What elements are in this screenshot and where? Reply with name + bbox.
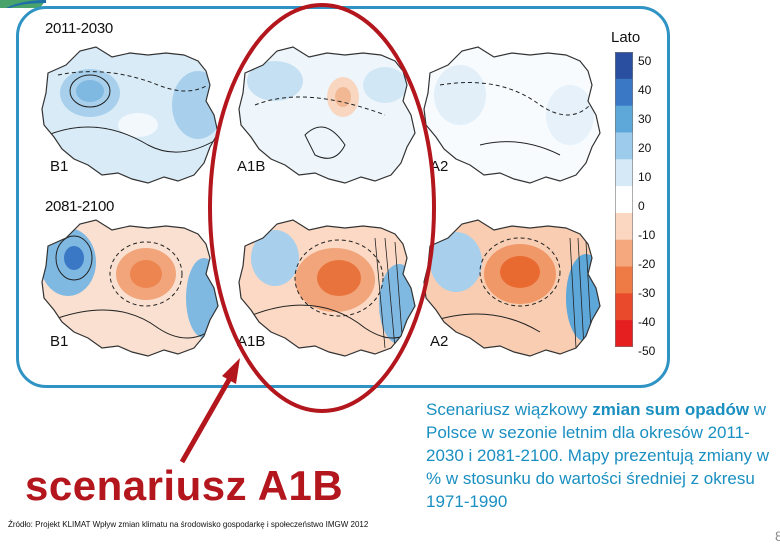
legend-tick-label: 10 [638, 170, 652, 184]
page-number: 8 [775, 528, 780, 544]
period-label-2081-2100: 2081-2100 [45, 198, 115, 215]
source-note: Źródło: Projekt KLIMAT Wpływ zmian klima… [8, 520, 369, 529]
map-a1b-2081-2100 [238, 219, 416, 357]
legend-swatch [615, 78, 633, 107]
legend-swatch [615, 159, 633, 187]
scenario-label-b1-top: B1 [50, 158, 68, 175]
legend-title: Lato [611, 29, 641, 46]
legend-tick-label: 0 [638, 199, 645, 213]
highlight-label: scenariusz A1B [25, 462, 344, 509]
scenario-label-a1b-bottom: A1B [237, 333, 265, 350]
scenario-label-b1-bottom: B1 [50, 333, 68, 350]
legend-swatch [615, 105, 633, 133]
legend-tick-label: -30 [638, 286, 656, 300]
legend-swatch [615, 239, 633, 268]
legend-tick-label: -10 [638, 228, 656, 242]
map-a1b-2011-2030 [238, 46, 416, 184]
legend-tick-label: 50 [638, 54, 652, 68]
scenario-label-a1b-top: A1B [237, 158, 265, 175]
description-post: w Polsce w sezonie letnim dla okresów 20… [426, 400, 770, 511]
period-label-2011-2030: 2011-2030 [45, 20, 113, 37]
description-pre: Scenariusz wiązkowy [426, 400, 593, 419]
legend-swatch [615, 266, 633, 294]
legend-swatch [615, 186, 633, 214]
scenario-label-a2-top: A2 [430, 158, 448, 175]
description-text: Scenariusz wiązkowy zmian sum opadów w P… [426, 398, 776, 513]
legend-swatch [615, 320, 633, 347]
legend-tick-label: -40 [638, 315, 656, 329]
legend-tick-label: 20 [638, 141, 652, 155]
legend-tick-label: -50 [638, 344, 656, 358]
legend-swatch [615, 212, 633, 241]
legend-color-bar [615, 52, 633, 347]
description-bold: zmian sum opadów [592, 400, 750, 419]
legend-swatch [615, 293, 633, 321]
scenario-label-a2-bottom: A2 [430, 333, 448, 350]
legend-swatch [615, 52, 633, 80]
legend-tick-label: 30 [638, 112, 652, 126]
map-a2-2011-2030 [423, 46, 601, 184]
legend-tick-label: 40 [638, 83, 652, 97]
logo-corner [0, 0, 46, 8]
legend-tick-label: -20 [638, 257, 656, 271]
legend-swatch [615, 132, 633, 160]
map-a2-2081-2100 [423, 219, 601, 357]
map-b1-2011-2030 [41, 46, 219, 184]
